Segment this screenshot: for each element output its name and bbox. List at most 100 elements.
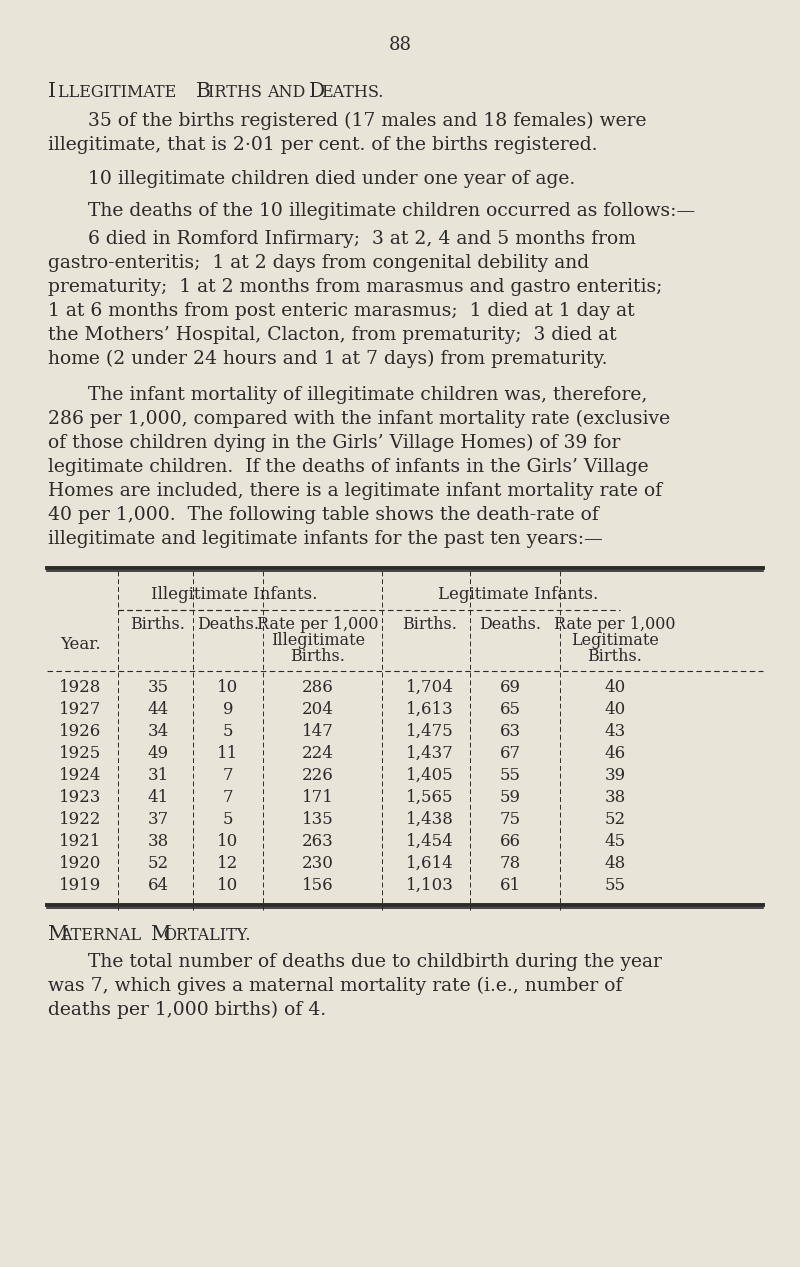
Text: Births.: Births. bbox=[290, 647, 346, 665]
Text: Births.: Births. bbox=[587, 647, 642, 665]
Text: 59: 59 bbox=[499, 789, 521, 806]
Text: 45: 45 bbox=[605, 832, 626, 850]
Text: was 7, which gives a maternal mortality rate (i.e., number of: was 7, which gives a maternal mortality … bbox=[48, 977, 622, 996]
Text: IRTHS: IRTHS bbox=[208, 84, 267, 101]
Text: 1919: 1919 bbox=[59, 877, 101, 895]
Text: 44: 44 bbox=[147, 701, 169, 718]
Text: Rate per 1,000: Rate per 1,000 bbox=[258, 616, 378, 634]
Text: 10: 10 bbox=[218, 832, 238, 850]
Text: 40 per 1,000.  The following table shows the death-rate of: 40 per 1,000. The following table shows … bbox=[48, 506, 598, 525]
Text: The total number of deaths due to childbirth during the year: The total number of deaths due to childb… bbox=[88, 953, 662, 971]
Text: 7: 7 bbox=[222, 767, 234, 784]
Text: 224: 224 bbox=[302, 745, 334, 761]
Text: 1926: 1926 bbox=[59, 723, 101, 740]
Text: 10: 10 bbox=[218, 679, 238, 696]
Text: 88: 88 bbox=[389, 35, 411, 54]
Text: illegitimate, that is 2·01 per cent. of the births registered.: illegitimate, that is 2·01 per cent. of … bbox=[48, 136, 598, 155]
Text: 46: 46 bbox=[605, 745, 626, 761]
Text: 48: 48 bbox=[604, 855, 626, 872]
Text: 1,103: 1,103 bbox=[406, 877, 454, 895]
Text: Births.: Births. bbox=[402, 616, 458, 634]
Text: 1922: 1922 bbox=[59, 811, 101, 829]
Text: 147: 147 bbox=[302, 723, 334, 740]
Text: ATERNAL: ATERNAL bbox=[60, 927, 146, 944]
Text: 171: 171 bbox=[302, 789, 334, 806]
Text: home (2 under 24 hours and 1 at 7 days) from prematurity.: home (2 under 24 hours and 1 at 7 days) … bbox=[48, 350, 607, 369]
Text: 38: 38 bbox=[604, 789, 626, 806]
Text: gastro-enteritis;  1 at 2 days from congenital debility and: gastro-enteritis; 1 at 2 days from conge… bbox=[48, 253, 589, 272]
Text: 286: 286 bbox=[302, 679, 334, 696]
Text: Deaths.: Deaths. bbox=[479, 616, 541, 634]
Text: LLEGITIMATE: LLEGITIMATE bbox=[58, 84, 182, 101]
Text: M: M bbox=[48, 925, 69, 944]
Text: 69: 69 bbox=[499, 679, 521, 696]
Text: 204: 204 bbox=[302, 701, 334, 718]
Text: I: I bbox=[48, 82, 56, 101]
Text: 55: 55 bbox=[499, 767, 521, 784]
Text: 12: 12 bbox=[218, 855, 238, 872]
Text: 11: 11 bbox=[218, 745, 238, 761]
Text: 40: 40 bbox=[604, 679, 626, 696]
Text: 52: 52 bbox=[147, 855, 169, 872]
Text: 226: 226 bbox=[302, 767, 334, 784]
Text: 286 per 1,000, compared with the infant mortality rate (exclusive: 286 per 1,000, compared with the infant … bbox=[48, 411, 670, 428]
Text: 34: 34 bbox=[147, 723, 169, 740]
Text: 6 died in Romford Infirmary;  3 at 2, 4 and 5 months from: 6 died in Romford Infirmary; 3 at 2, 4 a… bbox=[88, 231, 636, 248]
Text: illegitimate and legitimate infants for the past ten years:—: illegitimate and legitimate infants for … bbox=[48, 530, 603, 549]
Text: The deaths of the 10 illegitimate children occurred as follows:—: The deaths of the 10 illegitimate childr… bbox=[88, 201, 695, 220]
Text: 1927: 1927 bbox=[59, 701, 101, 718]
Text: deaths per 1,000 births) of 4.: deaths per 1,000 births) of 4. bbox=[48, 1001, 326, 1019]
Text: Legitimate Infants.: Legitimate Infants. bbox=[438, 587, 598, 603]
Text: The infant mortality of illegitimate children was, therefore,: The infant mortality of illegitimate chi… bbox=[88, 386, 647, 404]
Text: 156: 156 bbox=[302, 877, 334, 895]
Text: 49: 49 bbox=[147, 745, 169, 761]
Text: 38: 38 bbox=[147, 832, 169, 850]
Text: 75: 75 bbox=[499, 811, 521, 829]
Text: 1,614: 1,614 bbox=[406, 855, 454, 872]
Text: 5: 5 bbox=[222, 811, 234, 829]
Text: 65: 65 bbox=[499, 701, 521, 718]
Text: 230: 230 bbox=[302, 855, 334, 872]
Text: 1925: 1925 bbox=[59, 745, 101, 761]
Text: 1,405: 1,405 bbox=[406, 767, 454, 784]
Text: 43: 43 bbox=[604, 723, 626, 740]
Text: 63: 63 bbox=[499, 723, 521, 740]
Text: 1928: 1928 bbox=[59, 679, 101, 696]
Text: 1923: 1923 bbox=[59, 789, 101, 806]
Text: 135: 135 bbox=[302, 811, 334, 829]
Text: 61: 61 bbox=[499, 877, 521, 895]
Text: Births.: Births. bbox=[130, 616, 186, 634]
Text: 1,613: 1,613 bbox=[406, 701, 454, 718]
Text: 7: 7 bbox=[222, 789, 234, 806]
Text: 1 at 6 months from post enteric marasmus;  1 died at 1 day at: 1 at 6 months from post enteric marasmus… bbox=[48, 302, 634, 321]
Text: ORTALITY.: ORTALITY. bbox=[163, 927, 250, 944]
Text: M: M bbox=[151, 925, 172, 944]
Text: 9: 9 bbox=[222, 701, 234, 718]
Text: 40: 40 bbox=[604, 701, 626, 718]
Text: EATHS.: EATHS. bbox=[321, 84, 383, 101]
Text: 39: 39 bbox=[605, 767, 626, 784]
Text: 35: 35 bbox=[147, 679, 169, 696]
Text: prematurity;  1 at 2 months from marasmus and gastro enteritis;: prematurity; 1 at 2 months from marasmus… bbox=[48, 277, 662, 296]
Text: of those children dying in the Girls’ Village Homes) of 39 for: of those children dying in the Girls’ Vi… bbox=[48, 435, 620, 452]
Text: 10 illegitimate children died under one year of age.: 10 illegitimate children died under one … bbox=[88, 170, 575, 188]
Text: 1,475: 1,475 bbox=[406, 723, 454, 740]
Text: AND: AND bbox=[267, 84, 310, 101]
Text: Legitimate: Legitimate bbox=[571, 632, 659, 649]
Text: the Mothers’ Hospital, Clacton, from prematurity;  3 died at: the Mothers’ Hospital, Clacton, from pre… bbox=[48, 326, 617, 345]
Text: 1924: 1924 bbox=[59, 767, 101, 784]
Text: 1920: 1920 bbox=[59, 855, 101, 872]
Text: 37: 37 bbox=[147, 811, 169, 829]
Text: Deaths.: Deaths. bbox=[197, 616, 259, 634]
Text: 66: 66 bbox=[499, 832, 521, 850]
Text: 55: 55 bbox=[605, 877, 626, 895]
Text: 1,437: 1,437 bbox=[406, 745, 454, 761]
Text: 263: 263 bbox=[302, 832, 334, 850]
Text: Illegitimate Infants.: Illegitimate Infants. bbox=[151, 587, 318, 603]
Text: Rate per 1,000: Rate per 1,000 bbox=[554, 616, 676, 634]
Text: 1921: 1921 bbox=[59, 832, 101, 850]
Text: 1,454: 1,454 bbox=[406, 832, 454, 850]
Text: B: B bbox=[196, 82, 211, 101]
Text: Illegitimate: Illegitimate bbox=[271, 632, 365, 649]
Text: 1,565: 1,565 bbox=[406, 789, 454, 806]
